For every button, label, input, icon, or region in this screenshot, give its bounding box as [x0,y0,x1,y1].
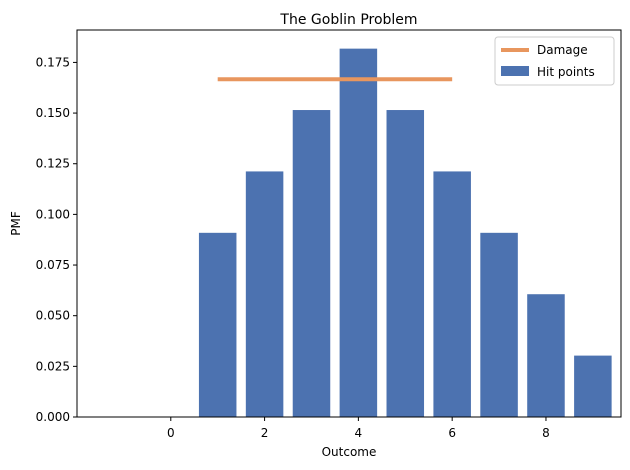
y-tick-label: 0.050 [36,309,70,323]
legend-damage-label: Damage [537,43,588,57]
x-axis-label: Outcome [322,445,377,459]
y-tick-label: 0.100 [36,207,70,221]
x-tick-label: 6 [448,426,456,440]
bar-5 [386,110,425,418]
bar-2 [245,171,284,417]
x-tick-label: 2 [261,426,269,440]
y-axis: 0.000 0.025 0.050 0.075 0.100 0.125 0.150 0.175 [36,55,77,424]
bar-3 [292,110,331,418]
chart-title: The Goblin Problem [279,12,417,28]
x-tick-label: 4 [355,426,363,440]
bar-9 [574,355,612,417]
y-tick-label: 0.125 [36,157,70,171]
bar-6 [433,171,471,417]
y-tick-label: 0.150 [36,106,70,120]
bar-4 [339,48,378,417]
x-axis: 0 2 4 6 8 [167,417,550,440]
bars-group [198,48,612,418]
bar-8 [527,294,565,417]
bar-7 [480,232,518,417]
y-tick-label: 0.000 [36,410,70,424]
bar-1 [198,232,237,417]
y-axis-label: PMF [9,211,23,236]
legend-hitpoints-swatch [501,66,529,76]
x-tick-label: 8 [542,426,550,440]
legend: Damage Hit points [494,36,615,86]
legend-hitpoints-label: Hit points [537,65,595,79]
x-tick-label: 0 [167,426,175,440]
y-tick-label: 0.175 [36,55,70,69]
y-tick-label: 0.075 [36,258,70,272]
y-tick-label: 0.025 [36,359,70,373]
plot-area-frame [76,29,622,418]
